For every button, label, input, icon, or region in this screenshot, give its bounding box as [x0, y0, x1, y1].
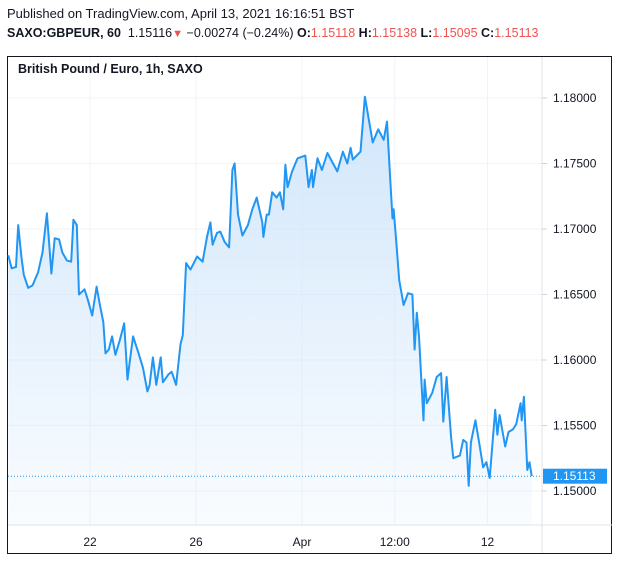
published-caption: Published on TradingView.com, April 13, …: [7, 6, 355, 21]
last-price-box: [543, 468, 607, 484]
price-area-fill: [8, 96, 532, 525]
triangle-down-icon: ▼: [172, 28, 184, 40]
price-tick-label: 1.16000: [553, 353, 597, 367]
time-tick-label: 22: [83, 535, 97, 549]
price-axis[interactable]: 1.18000 1.17500 1.17000 1.16500 1.16000 1.155…: [542, 91, 597, 498]
low-value: 1.15095: [432, 26, 478, 40]
last-price-label: 1.15113: [553, 469, 596, 483]
time-axis[interactable]: 22 26 Apr 12:00 12: [83, 535, 494, 549]
price-tick-label: 1.17000: [553, 222, 597, 236]
symbol-info-bar: SAXO:GBPEUR, 60 1.15116▼ −0.00274 (−0.24…: [7, 26, 539, 40]
time-tick-label: Apr: [293, 535, 312, 549]
close-label: C:: [481, 26, 495, 40]
price-change: −0.00274 (−0.24%): [186, 26, 294, 40]
time-tick-label: 26: [189, 535, 203, 549]
price-line: [7, 95, 533, 487]
price-tick-label: 1.16500: [553, 288, 597, 302]
high-value: 1.15138: [371, 26, 418, 40]
high-label: H:: [358, 26, 372, 40]
open-label: O:: [297, 26, 311, 40]
chart-title: British Pound / Euro, 1h, SAXO: [18, 62, 203, 76]
time-tick-label: 12: [481, 535, 495, 549]
price-tick-label: 1.18000: [553, 91, 597, 105]
last-price-badge: 1.15113: [543, 468, 607, 484]
symbol-label: SAXO:GBPEUR, 60: [7, 26, 121, 40]
close-value: 1.15113: [494, 26, 539, 40]
low-label: L:: [420, 26, 433, 40]
chart-frame: [7, 56, 612, 554]
price-tick-label: 1.17500: [553, 157, 597, 171]
time-tick-label: 12:00: [380, 535, 410, 549]
price-tick-label: 1.15500: [553, 419, 597, 433]
current-price: 1.15116: [127, 26, 173, 40]
price-tick-label: 1.15000: [553, 484, 597, 498]
open-value: 1.15118: [310, 26, 356, 40]
